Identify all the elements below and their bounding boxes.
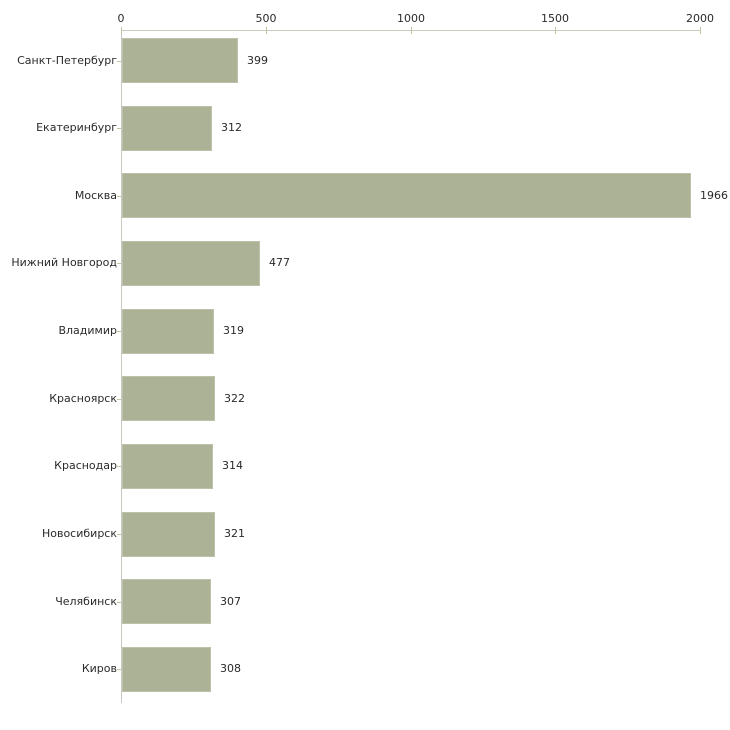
value-label: 319	[223, 324, 244, 337]
bar	[122, 173, 691, 218]
x-tick-mark	[700, 27, 701, 34]
x-tick-label: 1000	[397, 12, 425, 25]
value-label: 1966	[700, 189, 728, 202]
bar	[122, 38, 238, 83]
bar	[122, 647, 211, 692]
category-tick-mark	[117, 534, 121, 535]
category-tick-mark	[117, 331, 121, 332]
category-label: Киров	[81, 662, 117, 675]
bar	[122, 444, 213, 489]
value-label: 307	[220, 595, 241, 608]
category-label: Новосибирск	[41, 527, 117, 540]
value-label: 477	[269, 256, 290, 269]
value-label: 312	[221, 121, 242, 134]
value-label: 322	[224, 392, 245, 405]
value-label: 308	[220, 662, 241, 675]
category-tick-mark	[117, 602, 121, 603]
category-tick-mark	[117, 196, 121, 197]
x-tick-label: 1500	[541, 12, 569, 25]
x-tick-label: 2000	[686, 12, 714, 25]
category-label: Красноярск	[49, 392, 117, 405]
category-label: Санкт-Петербург	[17, 54, 117, 67]
category-label: Челябинск	[55, 595, 117, 608]
category-tick-mark	[117, 669, 121, 670]
category-label: Нижний Новгород	[11, 256, 117, 269]
x-tick-label: 0	[117, 12, 125, 25]
bar	[122, 106, 212, 151]
value-label: 314	[222, 459, 243, 472]
x-tick-mark	[266, 27, 267, 34]
category-tick-mark	[117, 399, 121, 400]
category-tick-mark	[117, 128, 121, 129]
category-label: Краснодар	[54, 459, 117, 472]
bar	[122, 512, 215, 557]
category-tick-mark	[117, 466, 121, 467]
bar	[122, 309, 214, 354]
x-tick-mark	[411, 27, 412, 34]
x-tick-label: 500	[255, 12, 277, 25]
category-label: Москва	[74, 189, 117, 202]
y-axis-line	[121, 30, 122, 703]
value-label: 321	[224, 527, 245, 540]
bar	[122, 241, 260, 286]
category-label: Владимир	[58, 324, 117, 337]
bar	[122, 376, 215, 421]
category-tick-mark	[117, 263, 121, 264]
category-label: Екатеринбург	[36, 121, 117, 134]
x-tick-mark	[555, 27, 556, 34]
value-label: 399	[247, 54, 268, 67]
x-tick-mark	[121, 27, 122, 34]
bar	[122, 579, 211, 624]
category-tick-mark	[117, 61, 121, 62]
